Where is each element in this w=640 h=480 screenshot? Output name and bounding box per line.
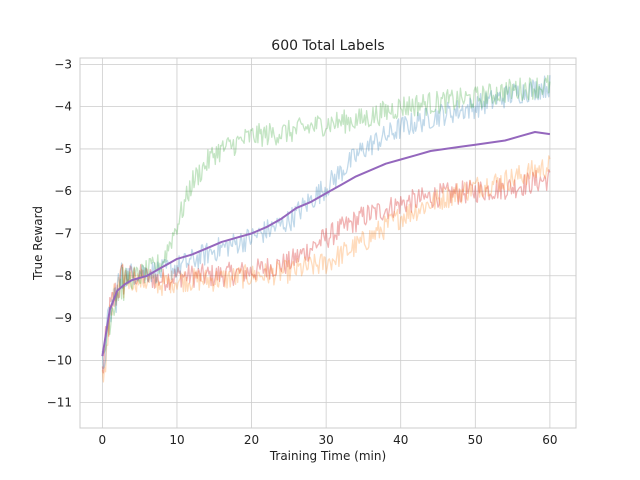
y-tick-label: −4 <box>54 100 72 114</box>
y-tick-label: −7 <box>54 226 72 240</box>
noisy-series-line <box>101 169 551 374</box>
y-tick-label: −8 <box>54 269 72 283</box>
x-tick-label: 20 <box>244 433 259 447</box>
y-tick-label: −5 <box>54 142 72 156</box>
y-tick-label: −3 <box>54 57 72 71</box>
tick-layer: 0 10 20 30 40 50 60 −11 −10 −9 −8 −7 −6 −5 −4 −3 <box>47 57 558 447</box>
y-axis-label: True Reward <box>31 206 45 281</box>
x-tick-label: 40 <box>393 433 408 447</box>
y-tick-label: −9 <box>54 311 72 325</box>
x-tick-label: 60 <box>542 433 557 447</box>
y-tick-label: −11 <box>47 396 72 410</box>
noisy-series-line <box>102 74 551 355</box>
x-tick-label: 10 <box>169 433 184 447</box>
noisy-series-line <box>101 75 551 369</box>
noisy-series-line <box>101 155 551 383</box>
x-tick-label: 0 <box>99 433 107 447</box>
x-axis-label: Training Time (min) <box>269 449 386 463</box>
y-tick-label: −10 <box>47 353 72 367</box>
x-tick-label: 30 <box>318 433 333 447</box>
y-tick-label: −6 <box>54 184 72 198</box>
series-layer <box>101 74 551 383</box>
grid-layer <box>80 58 576 428</box>
plot-frame <box>79 57 577 429</box>
mean-series-line <box>101 131 551 357</box>
x-tick-label: 50 <box>468 433 483 447</box>
chart-title: 600 Total Labels <box>271 38 384 54</box>
